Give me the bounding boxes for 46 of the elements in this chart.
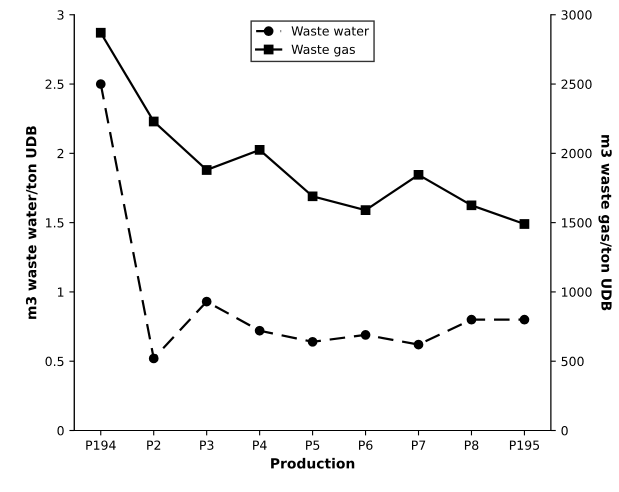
- point: [414, 340, 424, 350]
- y2-tick-label: 0: [561, 426, 568, 436]
- y2-tick-label: 1500: [562, 218, 592, 228]
- point: [148, 354, 159, 364]
- y2-tick-label: 3000: [562, 10, 592, 20]
- point: [308, 336, 318, 347]
- y-tick-label: 0.5: [46, 356, 64, 366]
- x-tick-label: P7: [412, 440, 426, 450]
- x-tick-label: P3: [200, 440, 214, 450]
- point: [202, 296, 212, 306]
- y-tick-label: 0: [57, 426, 64, 436]
- x-tick-label: P6: [359, 440, 373, 450]
- point: [254, 326, 264, 336]
- point: [308, 191, 318, 202]
- legend-label: Waste water: [292, 26, 370, 36]
- y-tick-label: 1.5: [46, 218, 64, 228]
- y2-tick-label: 500: [562, 356, 584, 366]
- point: [466, 314, 476, 324]
- y2-tick-label: 2000: [562, 148, 592, 158]
- x-axis-title: Production: [271, 458, 354, 469]
- point: [254, 145, 264, 155]
- y2-tick-label: 1000: [562, 287, 592, 297]
- x-tick-label: P195: [510, 440, 540, 450]
- y-tick-label: 2.5: [46, 80, 64, 89]
- x-tick-label: P8: [464, 440, 478, 450]
- y-axis-title: m3 waste water/ton UDB: [26, 126, 38, 319]
- y2-tick-label: 2500: [562, 80, 592, 89]
- y-tick-label: 1: [58, 288, 64, 297]
- point: [414, 170, 424, 180]
- legend-label: Waste gas: [292, 44, 355, 56]
- y-tick-label: 2: [58, 148, 64, 158]
- y-tick-label: 3: [58, 10, 64, 20]
- point: [148, 116, 159, 126]
- point: [360, 205, 370, 216]
- point: [520, 219, 530, 229]
- point: [96, 79, 106, 89]
- point: [466, 200, 476, 210]
- point: [96, 28, 106, 38]
- x-tick-label: P194: [86, 440, 116, 450]
- y2-axis-title: m3 waste gas/ton UDB: [598, 135, 612, 310]
- point: [520, 314, 530, 324]
- x-tick-label: P5: [306, 440, 320, 450]
- x-tick-label: P2: [147, 440, 160, 450]
- point: [202, 165, 212, 175]
- x-tick-label: P4: [253, 440, 267, 450]
- point: [360, 330, 370, 340]
